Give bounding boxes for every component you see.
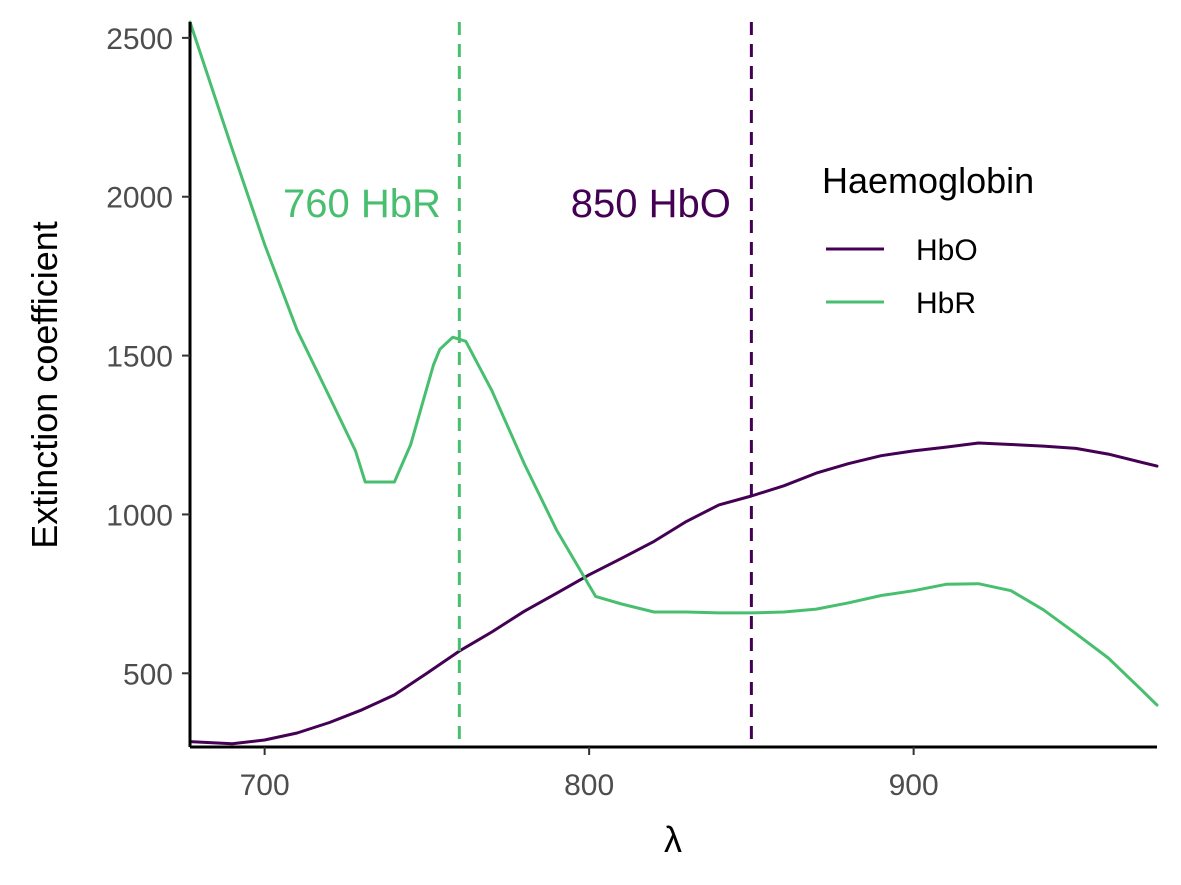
x-tick-label-800: 800 — [564, 769, 614, 802]
series-line-hbo — [188, 441, 1159, 746]
legend-label-hbo: HbO — [916, 234, 978, 267]
x-axis-title: λ — [664, 819, 682, 860]
legend: Haemoglobin HbO HbR — [822, 160, 1034, 320]
series-line-hbr — [188, 20, 1159, 707]
y-tick-label-2500: 2500 — [106, 23, 173, 56]
axes: 700 800 900 500 1000 1500 2000 2500 — [106, 22, 1157, 802]
annotation-760-hbr: 760 HbR — [283, 182, 441, 226]
x-tick-label-900: 900 — [889, 769, 939, 802]
y-axis-title: Extinction coefficient — [24, 221, 65, 549]
plot-area: 760 HbR 850 HbO — [188, 20, 1159, 747]
y-tick-label-1500: 1500 — [106, 341, 173, 374]
legend-label-hbr: HbR — [916, 287, 976, 320]
annotation-850-hbo: 850 HbO — [571, 182, 731, 226]
legend-title: Haemoglobin — [822, 160, 1034, 201]
y-tick-label-2000: 2000 — [106, 182, 173, 215]
y-tick-label-1000: 1000 — [106, 499, 173, 532]
x-tick-label-700: 700 — [240, 769, 290, 802]
y-tick-label-500: 500 — [123, 658, 173, 691]
